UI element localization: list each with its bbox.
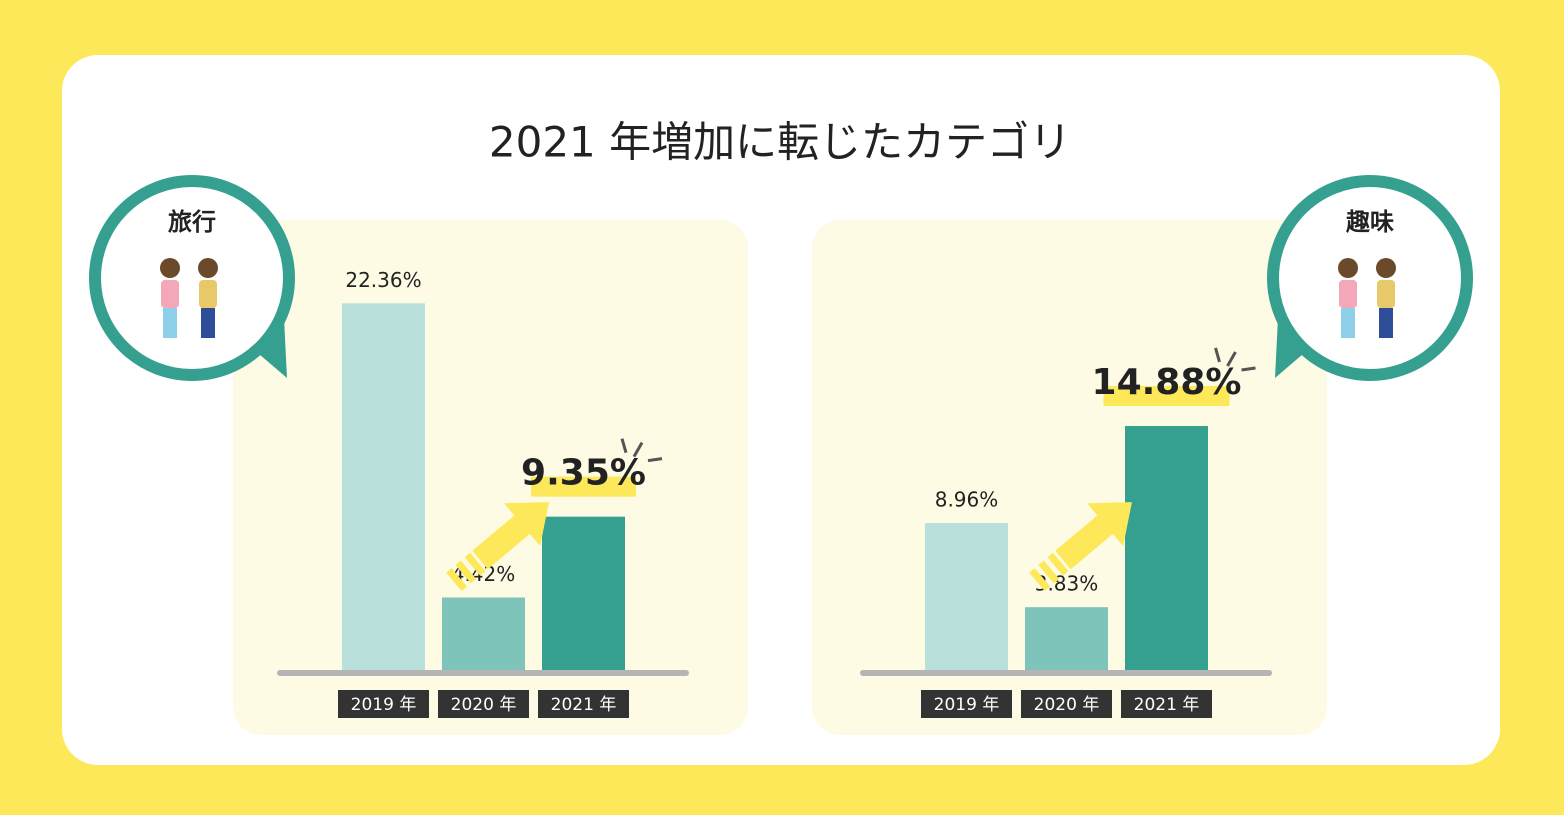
value-label: 8.96% (935, 488, 999, 512)
figure-legs (201, 308, 215, 338)
bar (442, 597, 525, 670)
value-label-highlight: 14.88% (1092, 362, 1242, 403)
category-box (438, 690, 529, 718)
trend-arrow (1029, 502, 1132, 592)
trend-arrow (446, 502, 549, 592)
sparkle (647, 457, 663, 463)
figure-head (1338, 258, 1358, 278)
figure-head (198, 258, 218, 278)
bubble (1267, 175, 1473, 381)
sparkle (620, 438, 628, 454)
category-label: 2020 年 (451, 695, 517, 715)
category-label: 2019 年 (351, 695, 417, 715)
arrow-stripe (1038, 560, 1060, 584)
figure-head (160, 258, 180, 278)
figure-body (1339, 280, 1357, 308)
category-box (921, 690, 1012, 718)
category-label: 2021 年 (551, 695, 617, 715)
figure-body (1377, 280, 1395, 308)
figure-head (1376, 258, 1396, 278)
chart-title: 旅行 (168, 208, 216, 236)
category-label: 2021 年 (1134, 695, 1200, 715)
figure-legs (163, 308, 177, 338)
bar (542, 516, 625, 670)
bar (342, 303, 425, 670)
sparkle (632, 441, 644, 458)
sparkle (1214, 347, 1221, 363)
chart-title: 趣味 (1345, 208, 1394, 236)
category-box (1121, 690, 1212, 718)
arrow-body (472, 502, 549, 570)
figure-body (161, 280, 179, 308)
label-highlight (531, 476, 636, 497)
arrow-body (1055, 502, 1132, 570)
arrow-stripe (464, 552, 486, 576)
bubble (89, 175, 295, 381)
category-label: 2019 年 (934, 695, 1000, 715)
category-box (538, 690, 629, 718)
value-label-highlight: 9.35% (521, 453, 646, 494)
sparkle (1241, 366, 1256, 372)
label-highlight (1103, 385, 1230, 406)
arrow-stripe (1029, 568, 1051, 592)
bar (1125, 425, 1208, 670)
figure-legs (1379, 308, 1393, 338)
arrow-stripe (455, 560, 477, 584)
category-box (1021, 690, 1112, 718)
arrow-stripe (446, 568, 468, 592)
bar (925, 523, 1008, 670)
arrow-stripe (1047, 552, 1069, 576)
value-label: 22.36% (345, 268, 421, 292)
charts: 22.36%2019 年4.42%2020 年9.35%2021 年旅行8.96… (89, 175, 1473, 735)
figure-body (199, 280, 217, 308)
category-box (338, 690, 429, 718)
category-label: 2020 年 (1034, 695, 1100, 715)
sparkle (1226, 351, 1237, 367)
figure-legs (1341, 308, 1355, 338)
page-title: 2021 年増加に転じたカテゴリ (489, 118, 1071, 167)
bar (1025, 607, 1108, 670)
